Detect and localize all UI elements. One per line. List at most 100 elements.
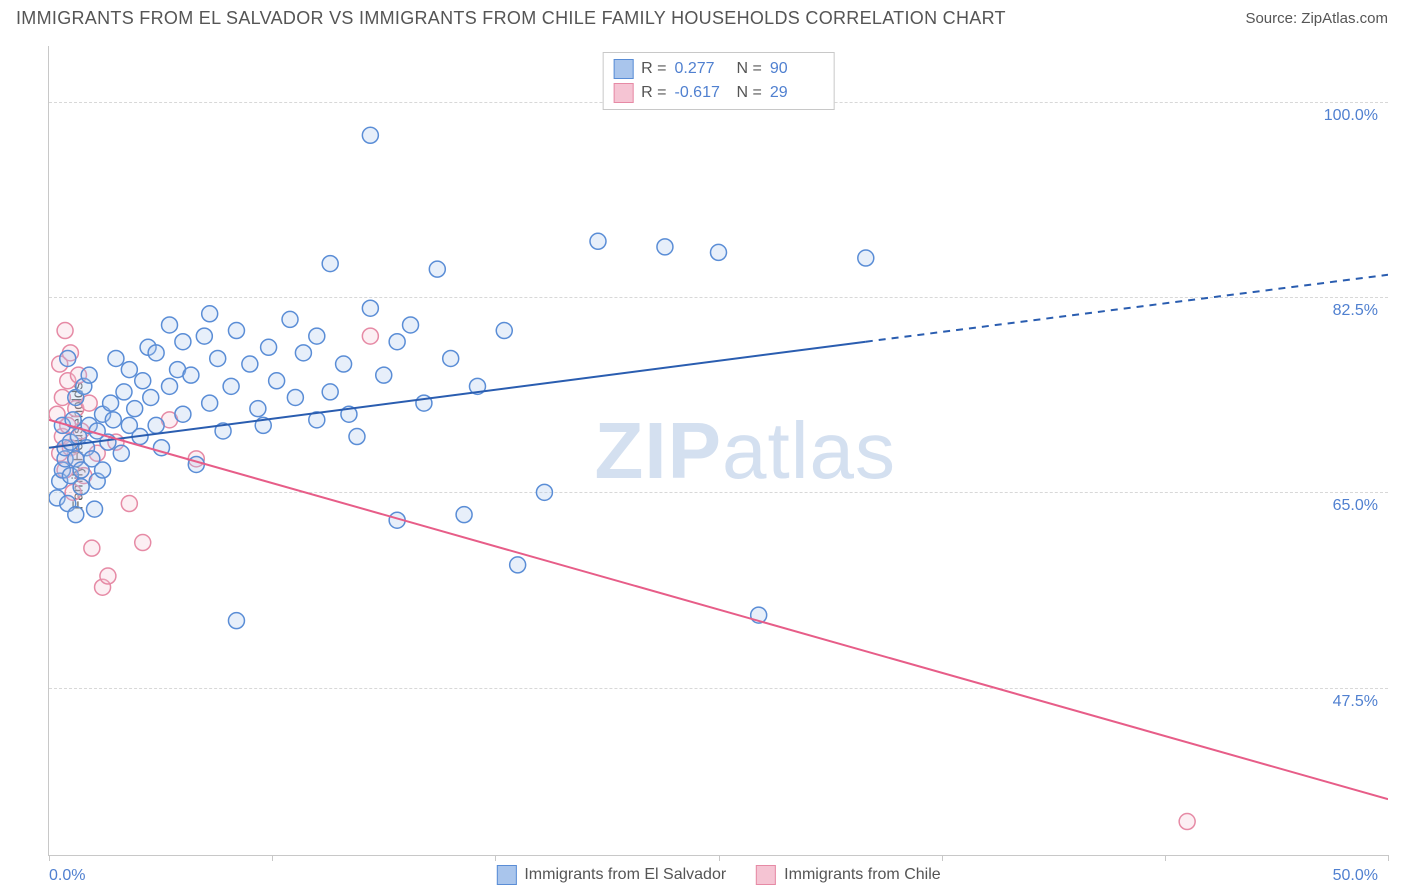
- scatter-point: [536, 484, 552, 500]
- scatter-point: [711, 244, 727, 260]
- legend-swatch-icon: [496, 865, 516, 885]
- scatter-point: [121, 362, 137, 378]
- x-tick: [1165, 855, 1166, 861]
- scatter-point: [68, 507, 84, 523]
- scatter-point: [456, 507, 472, 523]
- scatter-point: [135, 373, 151, 389]
- scatter-point: [162, 378, 178, 394]
- scatter-point: [376, 367, 392, 383]
- scatter-point: [858, 250, 874, 266]
- legend-series-label: Immigrants from Chile: [784, 866, 940, 884]
- scatter-point: [349, 429, 365, 445]
- scatter-point: [60, 350, 76, 366]
- scatter-point: [250, 401, 266, 417]
- scatter-point: [95, 462, 111, 478]
- legend-r-value: -0.617: [675, 84, 729, 102]
- legend-swatch-icon: [613, 59, 633, 79]
- scatter-point: [362, 328, 378, 344]
- scatter-point: [590, 233, 606, 249]
- x-tick: [1388, 855, 1389, 861]
- scatter-point: [57, 323, 73, 339]
- scatter-point: [496, 323, 512, 339]
- chart-header: IMMIGRANTS FROM EL SALVADOR VS IMMIGRANT…: [0, 0, 1406, 35]
- scatter-point: [429, 261, 445, 277]
- x-axis-min-label: 0.0%: [49, 867, 85, 885]
- scatter-point: [261, 339, 277, 355]
- scatter-point: [657, 239, 673, 255]
- legend-statistics: R = 0.277 N = 90 R = -0.617 N = 29: [602, 52, 835, 110]
- x-tick: [272, 855, 273, 861]
- scatter-point: [108, 350, 124, 366]
- legend-series: Immigrants from El Salvador Immigrants f…: [496, 865, 940, 885]
- scatter-point: [127, 401, 143, 417]
- scatter-point: [510, 557, 526, 573]
- legend-swatch-icon: [756, 865, 776, 885]
- scatter-point: [175, 406, 191, 422]
- scatter-point: [116, 384, 132, 400]
- legend-series-label: Immigrants from El Salvador: [524, 866, 726, 884]
- scatter-point: [223, 378, 239, 394]
- x-tick: [495, 855, 496, 861]
- x-tick: [942, 855, 943, 861]
- legend-swatch-icon: [613, 83, 633, 103]
- scatter-point: [269, 373, 285, 389]
- scatter-point: [196, 328, 212, 344]
- scatter-point: [84, 540, 100, 556]
- scatter-point: [322, 256, 338, 272]
- scatter-point: [162, 317, 178, 333]
- chart-plot-area: ZIPatlas R = 0.277 N = 90 R = -0.617 N =…: [48, 46, 1388, 856]
- scatter-point: [242, 356, 258, 372]
- trend-line: [49, 420, 1388, 799]
- scatter-plot-svg: [49, 46, 1388, 855]
- legend-item: Immigrants from El Salvador: [496, 865, 726, 885]
- scatter-point: [210, 350, 226, 366]
- scatter-point: [143, 389, 159, 405]
- legend-item: Immigrants from Chile: [756, 865, 940, 885]
- x-axis-max-label: 50.0%: [1333, 867, 1378, 885]
- legend-n-label: N =: [737, 60, 762, 78]
- scatter-point: [103, 395, 119, 411]
- scatter-point: [389, 334, 405, 350]
- scatter-point: [188, 456, 204, 472]
- scatter-point: [202, 395, 218, 411]
- scatter-point: [309, 328, 325, 344]
- scatter-point: [175, 334, 191, 350]
- scatter-point: [81, 367, 97, 383]
- scatter-point: [183, 367, 199, 383]
- chart-title: IMMIGRANTS FROM EL SALVADOR VS IMMIGRANT…: [16, 8, 1006, 29]
- scatter-point: [100, 568, 116, 584]
- trend-line-extrapolated: [866, 275, 1388, 342]
- legend-n-value: 90: [770, 60, 824, 78]
- legend-n-label: N =: [737, 84, 762, 102]
- legend-r-value: 0.277: [675, 60, 729, 78]
- scatter-point: [148, 345, 164, 361]
- scatter-point: [202, 306, 218, 322]
- scatter-point: [121, 496, 137, 512]
- scatter-point: [113, 445, 129, 461]
- scatter-point: [287, 389, 303, 405]
- scatter-point: [1179, 814, 1195, 830]
- chart-source: Source: ZipAtlas.com: [1245, 10, 1388, 27]
- scatter-point: [443, 350, 459, 366]
- scatter-point: [73, 479, 89, 495]
- scatter-point: [282, 311, 298, 327]
- scatter-point: [295, 345, 311, 361]
- legend-row: R = -0.617 N = 29: [613, 81, 824, 105]
- legend-r-label: R =: [641, 60, 666, 78]
- legend-r-label: R =: [641, 84, 666, 102]
- scatter-point: [148, 417, 164, 433]
- scatter-point: [105, 412, 121, 428]
- x-tick: [719, 855, 720, 861]
- scatter-point: [228, 613, 244, 629]
- scatter-point: [403, 317, 419, 333]
- legend-n-value: 29: [770, 84, 824, 102]
- scatter-point: [362, 127, 378, 143]
- scatter-point: [336, 356, 352, 372]
- scatter-point: [228, 323, 244, 339]
- legend-row: R = 0.277 N = 90: [613, 57, 824, 81]
- scatter-point: [362, 300, 378, 316]
- x-tick: [49, 855, 50, 861]
- scatter-point: [87, 501, 103, 517]
- scatter-point: [135, 535, 151, 551]
- scatter-point: [322, 384, 338, 400]
